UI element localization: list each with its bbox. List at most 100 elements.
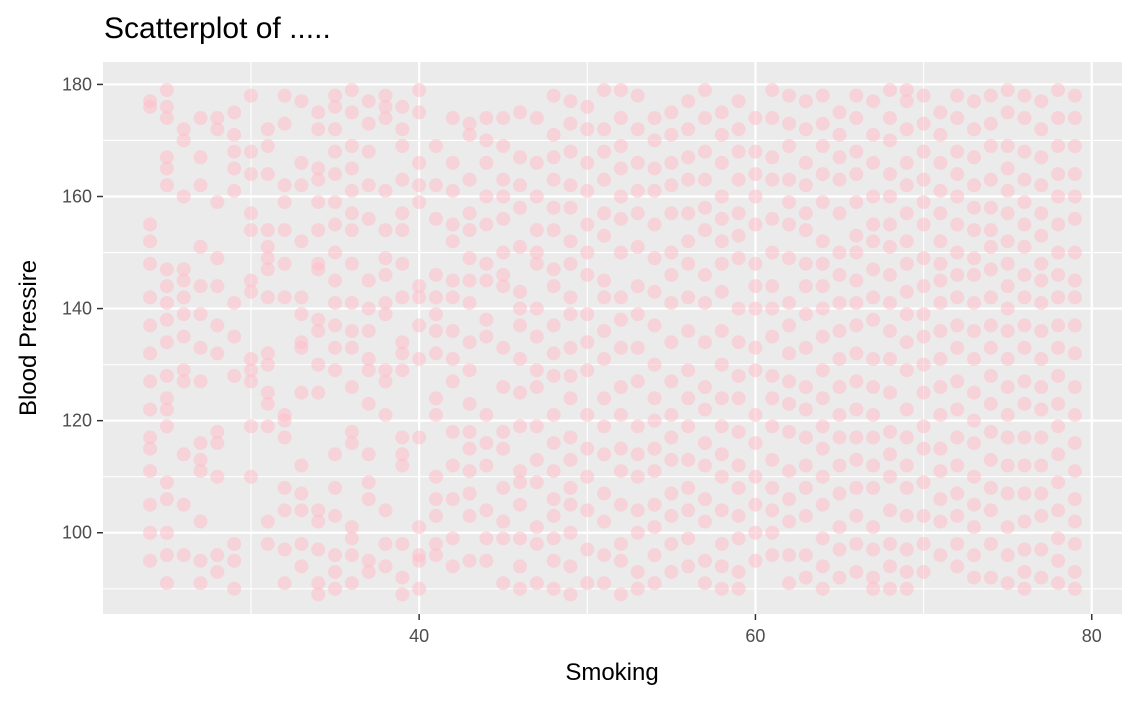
data-point xyxy=(866,312,881,327)
chart-title: Scatterplot of ..... xyxy=(104,12,331,45)
data-point xyxy=(529,301,544,316)
data-point xyxy=(1051,553,1066,568)
data-point xyxy=(866,155,881,170)
data-point xyxy=(1067,536,1082,551)
data-point xyxy=(563,340,578,355)
data-point xyxy=(580,245,595,260)
data-point xyxy=(697,458,712,473)
data-point xyxy=(748,553,763,568)
data-point xyxy=(159,262,174,277)
data-point xyxy=(849,295,864,310)
data-point xyxy=(1000,352,1015,367)
data-point xyxy=(630,525,645,540)
data-point xyxy=(378,307,393,322)
y-tick-label: 120 xyxy=(62,411,92,431)
data-point xyxy=(866,542,881,557)
data-point xyxy=(546,492,561,507)
data-point xyxy=(395,206,410,221)
data-point xyxy=(697,267,712,282)
data-point xyxy=(815,301,830,316)
data-point xyxy=(395,430,410,445)
data-point xyxy=(529,189,544,204)
data-point xyxy=(143,497,158,512)
data-point xyxy=(798,94,813,109)
data-point xyxy=(597,548,612,563)
data-point xyxy=(563,430,578,445)
data-point xyxy=(697,492,712,507)
data-point xyxy=(765,301,780,316)
data-point xyxy=(277,223,292,238)
data-point xyxy=(630,239,645,254)
data-point xyxy=(782,576,797,591)
data-point xyxy=(260,122,275,137)
data-point xyxy=(227,105,242,120)
data-point xyxy=(496,189,511,204)
data-point xyxy=(899,458,914,473)
data-point xyxy=(882,83,897,98)
data-point xyxy=(967,122,982,137)
data-point xyxy=(143,553,158,568)
data-point xyxy=(815,88,830,103)
data-point xyxy=(882,424,897,439)
data-point xyxy=(714,234,729,249)
data-point xyxy=(445,111,460,126)
data-point xyxy=(395,99,410,114)
data-point xyxy=(916,172,931,187)
data-point xyxy=(159,150,174,165)
data-point xyxy=(697,380,712,395)
data-point xyxy=(798,380,813,395)
data-point xyxy=(580,183,595,198)
data-point xyxy=(798,122,813,137)
data-point xyxy=(445,234,460,249)
data-point xyxy=(613,83,628,98)
data-point xyxy=(395,122,410,137)
data-point xyxy=(748,144,763,159)
data-point xyxy=(866,262,881,277)
data-point xyxy=(1000,430,1015,445)
data-point xyxy=(1017,172,1032,187)
data-point xyxy=(529,245,544,260)
data-point xyxy=(311,587,326,602)
data-point xyxy=(613,553,628,568)
data-point xyxy=(496,424,511,439)
data-point xyxy=(798,279,813,294)
data-point xyxy=(462,486,477,501)
data-point xyxy=(378,251,393,266)
data-point xyxy=(1067,514,1082,529)
data-point xyxy=(1067,167,1082,182)
data-point xyxy=(1000,139,1015,154)
data-point xyxy=(748,363,763,378)
data-point xyxy=(580,217,595,232)
data-point xyxy=(714,211,729,226)
data-point xyxy=(765,503,780,518)
data-point xyxy=(731,94,746,109)
data-point xyxy=(311,323,326,338)
data-point xyxy=(933,295,948,310)
data-point xyxy=(748,469,763,484)
data-point xyxy=(1017,542,1032,557)
data-point xyxy=(950,144,965,159)
data-point xyxy=(344,424,359,439)
data-point xyxy=(849,228,864,243)
data-point xyxy=(748,167,763,182)
data-point xyxy=(210,548,225,563)
data-point xyxy=(243,206,258,221)
data-point xyxy=(849,402,864,417)
data-point xyxy=(428,307,443,322)
data-point xyxy=(1051,475,1066,490)
data-point xyxy=(714,447,729,462)
data-point xyxy=(916,475,931,490)
data-point xyxy=(395,290,410,305)
data-point xyxy=(950,189,965,204)
data-point xyxy=(361,553,376,568)
data-point xyxy=(681,363,696,378)
data-point xyxy=(849,564,864,579)
data-point xyxy=(714,127,729,142)
data-point xyxy=(496,480,511,495)
data-point xyxy=(866,217,881,232)
data-point xyxy=(546,150,561,165)
data-point xyxy=(647,391,662,406)
data-point xyxy=(933,155,948,170)
data-point xyxy=(933,408,948,423)
